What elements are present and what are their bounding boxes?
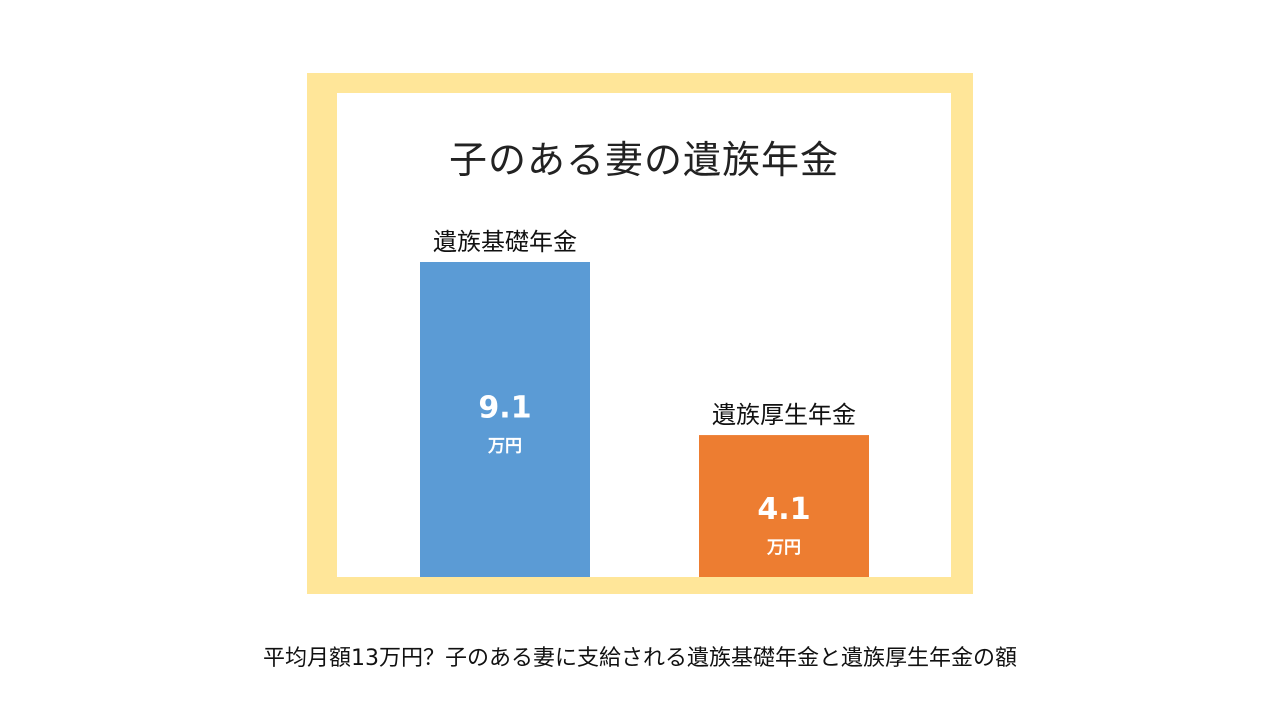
unit-label: 万円 [766, 538, 801, 558]
chart-frame: 子のある妻の遺族年金 遺族基礎年金 9.1 万円 遺族厚生年金 4.1 万円 [307, 73, 973, 594]
bar-1 [420, 262, 590, 577]
unit-label: 万円 [487, 437, 522, 457]
category-label: 遺族基礎年金 [433, 228, 577, 256]
value-label: 4.1 [757, 492, 810, 527]
bar-chart: 遺族基礎年金 9.1 万円 遺族厚生年金 4.1 万円 [420, 228, 869, 577]
chart-title: 子のある妻の遺族年金 [448, 138, 839, 182]
bar-2 [699, 435, 869, 577]
page-caption: 平均月額13万円？子のある妻に支給される遺族基礎年金と遺族厚生年金の額 [263, 646, 1017, 671]
chart-panel: 子のある妻の遺族年金 遺族基礎年金 9.1 万円 遺族厚生年金 4.1 万円 [337, 93, 951, 577]
value-label: 9.1 [478, 391, 531, 426]
category-label: 遺族厚生年金 [712, 401, 856, 429]
